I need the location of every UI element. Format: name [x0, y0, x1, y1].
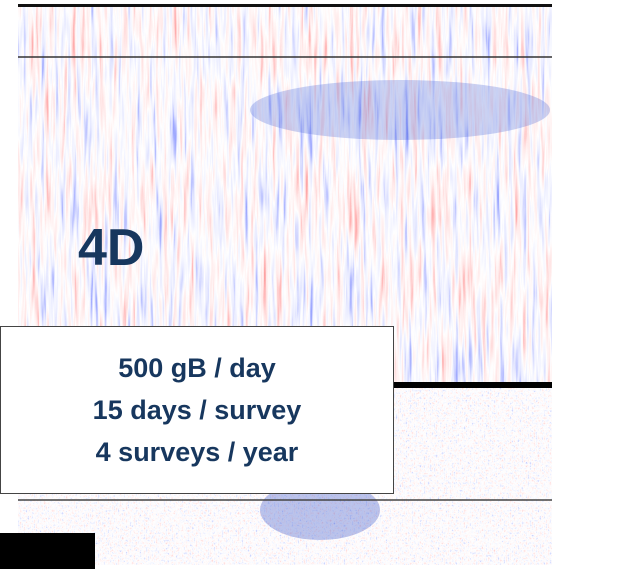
info-line: 4 surveys / year [96, 431, 299, 473]
info-box: 500 gB / day 15 days / survey 4 surveys … [0, 326, 394, 494]
info-line: 15 days / survey [93, 389, 302, 431]
border-line [18, 4, 552, 7]
seismic-feature [250, 80, 550, 140]
black-box [0, 533, 95, 569]
label-4d: 4D [78, 218, 144, 278]
page: 4D 500 gB / day 15 days / survey 4 surve… [0, 0, 619, 569]
info-line: 500 gB / day [118, 347, 276, 389]
